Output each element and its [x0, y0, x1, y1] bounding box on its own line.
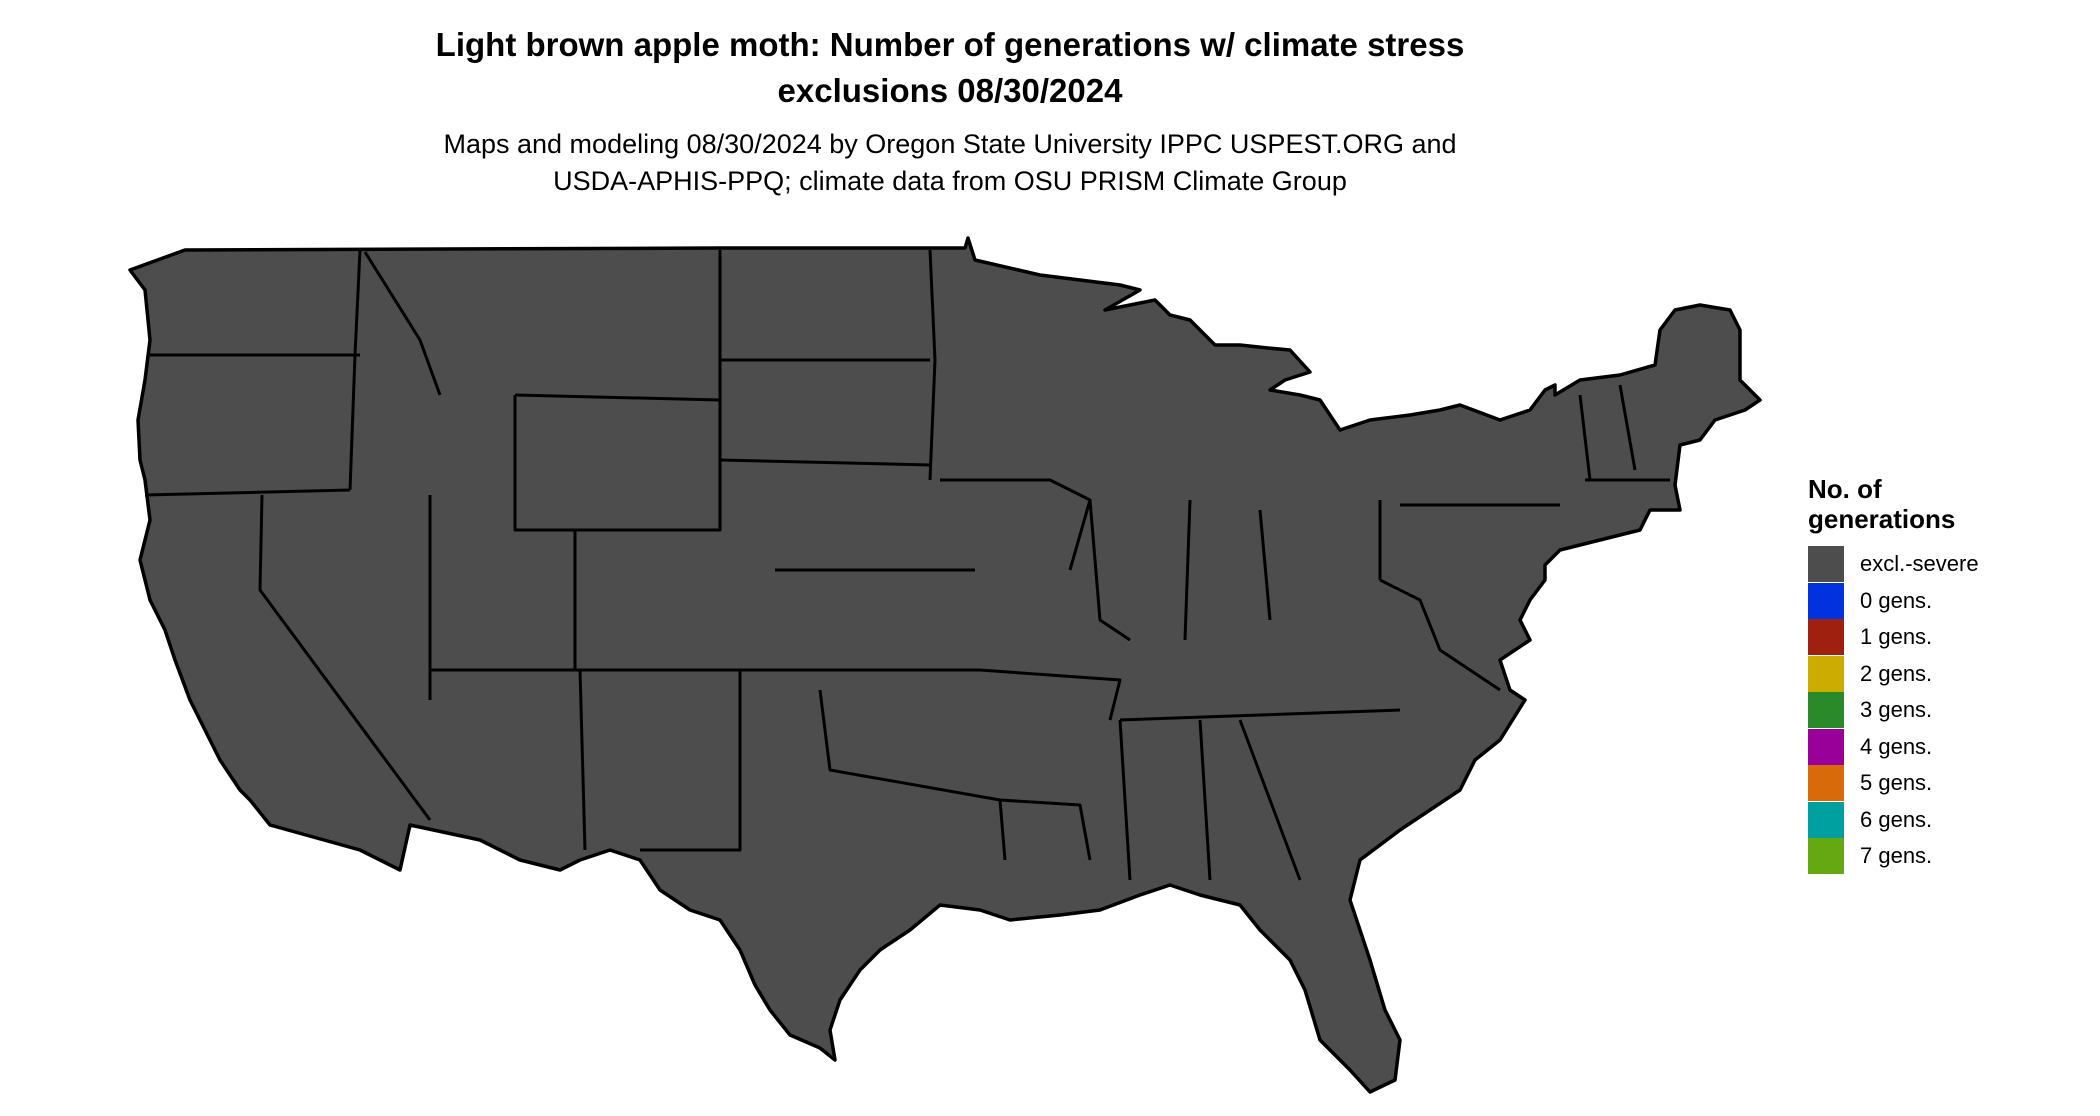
border-id-mt — [363, 251, 442, 396]
legend-label: 3 gens. — [1860, 697, 1933, 723]
legend-item: 7 gens. — [1808, 838, 2068, 875]
border-nv — [258, 494, 432, 821]
legend-swatch — [1808, 546, 1844, 583]
map-title: Light brown apple moth: Number of genera… — [0, 22, 1900, 114]
legend-item: excl.-severe — [1808, 546, 2068, 583]
state-boundaries — [128, 236, 1762, 1094]
legend-swatch — [1808, 619, 1844, 656]
border-ga — [1238, 719, 1302, 881]
legend-title-line-2: generations — [1808, 504, 1956, 534]
legend-item: 5 gens. — [1808, 765, 2068, 802]
legend-swatch — [1808, 728, 1844, 765]
legend-item: 1 gens. — [1808, 619, 2068, 656]
map-legend: No. of generations excl.-severe 0 gens. 1 … — [1808, 474, 2068, 875]
border-ny-vt — [1578, 394, 1592, 481]
border-or-ca — [144, 488, 351, 497]
border-mt-wy — [514, 393, 721, 402]
legend-label: 2 gens. — [1860, 660, 1933, 686]
border-nh-me — [1618, 384, 1637, 471]
legend-title-line-1: No. of — [1808, 474, 1882, 504]
map-subtitle-line-1: Maps and modeling 08/30/2024 by Oregon S… — [443, 129, 1457, 159]
legend-swatch — [1808, 765, 1844, 802]
border-oh — [1258, 500, 1382, 621]
legend-swatch — [1808, 838, 1844, 875]
legend-item: 6 gens. — [1808, 801, 2068, 839]
legend-item: 4 gens. — [1808, 728, 2068, 766]
border-il-in — [1088, 499, 1192, 642]
border-sd-ne — [719, 458, 931, 467]
legend-label: 0 gens. — [1860, 587, 1933, 613]
border-nm — [578, 669, 742, 852]
legend-label: excl.-severe — [1860, 551, 1979, 577]
legend-items: excl.-severe 0 gens. 1 gens. 2 gens. 3 gens.… — [1808, 546, 2068, 875]
border-ar-la — [999, 798, 1092, 861]
border-mn-wi — [928, 249, 937, 481]
legend-label: 1 gens. — [1860, 624, 1933, 650]
map-subtitle: Maps and modeling 08/30/2024 by Oregon S… — [0, 126, 1900, 200]
legend-swatch — [1808, 801, 1844, 838]
map-title-line-2: exclusions 08/30/2024 — [777, 72, 1123, 109]
legend-title: No. of generations — [1808, 474, 2068, 534]
border-id-west — [348, 249, 362, 491]
border-wv-va — [1379, 578, 1501, 692]
map-title-line-1: Light brown apple moth: Number of genera… — [435, 26, 1465, 63]
legend-item: 0 gens. — [1808, 582, 2068, 620]
border-ia-mo — [940, 478, 1092, 571]
legend-label: 6 gens. — [1860, 806, 1933, 832]
legend-item: 2 gens. — [1808, 655, 2068, 693]
legend-item: 3 gens. — [1808, 692, 2068, 729]
border-mo-ar — [979, 668, 1122, 721]
map-subtitle-line-2: USDA-APHIS-PPQ; climate data from OSU PR… — [553, 166, 1347, 196]
legend-label: 7 gens. — [1860, 843, 1933, 869]
legend-label: 4 gens. — [1860, 733, 1933, 759]
legend-swatch — [1808, 655, 1844, 692]
legend-swatch — [1808, 582, 1844, 619]
border-ms-al — [1118, 719, 1212, 881]
border-wy-co — [513, 395, 722, 532]
border-ok-tx — [818, 689, 1007, 861]
border-ky-tn — [1119, 708, 1401, 722]
legend-label: 5 gens. — [1860, 770, 1933, 796]
legend-swatch — [1808, 692, 1844, 729]
